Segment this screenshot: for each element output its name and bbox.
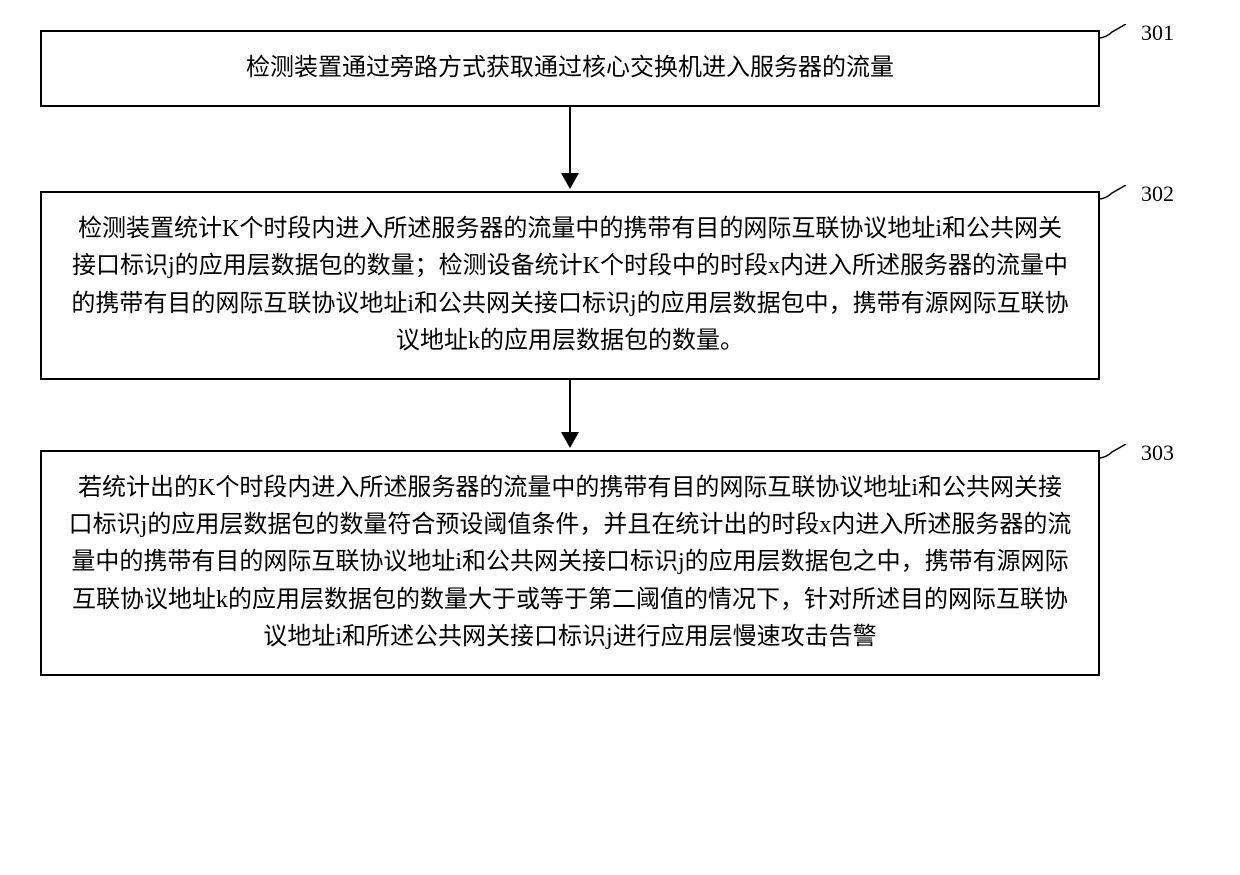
flowchart-container: 301 检测装置通过旁路方式获取通过核心交换机进入服务器的流量 302 检测装置… [40,30,1140,676]
flow-node-303: 303 若统计出的K个时段内进入所述服务器的流量中的携带有目的网际互联协议地址i… [40,450,1100,676]
node-text: 若统计出的K个时段内进入所述服务器的流量中的携带有目的网际互联协议地址i和公共网… [69,475,1072,650]
node-label-301: 301 [1141,16,1174,50]
flow-node-302: 302 检测装置统计K个时段内进入所述服务器的流量中的携带有目的网际互联协议地址… [40,191,1100,380]
arrow-down-icon [555,107,585,191]
node-label-303: 303 [1141,436,1174,470]
node-text: 检测装置通过旁路方式获取通过核心交换机进入服务器的流量 [246,55,894,81]
arrow-301-302 [40,107,1100,191]
arrow-302-303 [40,380,1100,450]
leader-line-icon [1098,444,1138,462]
label-text: 302 [1141,181,1174,206]
flow-node-301: 301 检测装置通过旁路方式获取通过核心交换机进入服务器的流量 [40,30,1100,107]
leader-line-icon [1098,24,1138,42]
node-label-302: 302 [1141,177,1174,211]
leader-line-icon [1098,185,1138,203]
label-text: 303 [1141,440,1174,465]
node-text: 检测装置统计K个时段内进入所述服务器的流量中的携带有目的网际互联协议地址i和公共… [71,216,1068,354]
arrow-down-icon [555,380,585,450]
label-text: 301 [1141,20,1174,45]
